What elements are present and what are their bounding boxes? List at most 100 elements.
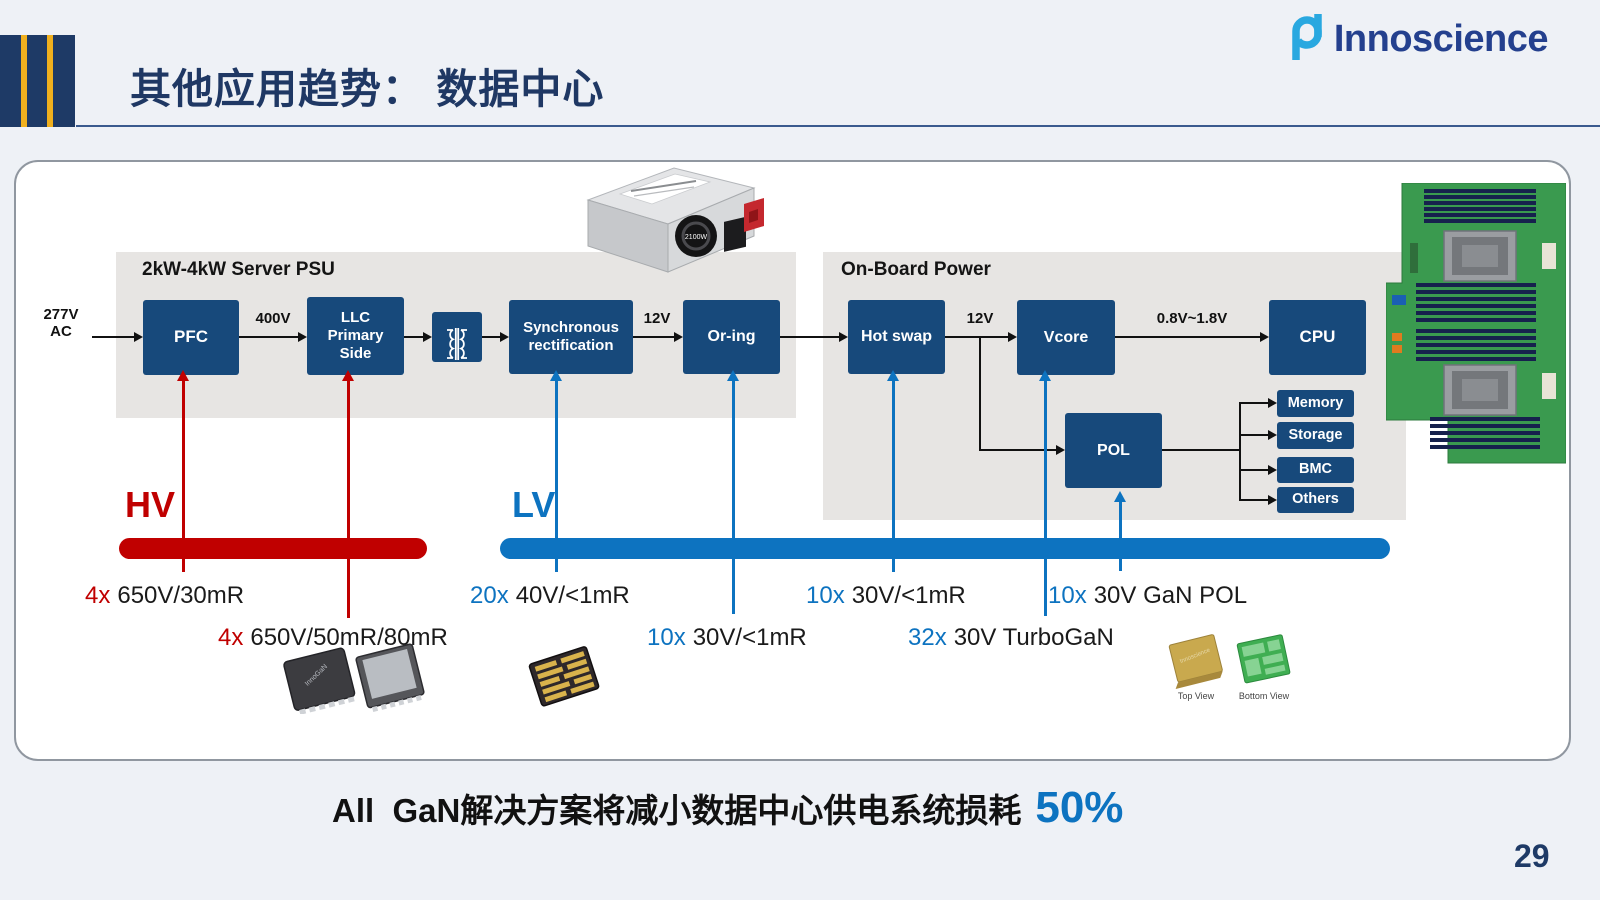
- callout-text: 30V/<1mR: [692, 624, 807, 651]
- innoscience-logo-icon: [1288, 12, 1328, 67]
- callout-prefix: 10x: [806, 582, 845, 609]
- arrowhead-icon: [1260, 332, 1269, 342]
- block-pol: POL: [1065, 413, 1162, 488]
- flow-line: [633, 336, 674, 338]
- flow-line: [1162, 449, 1240, 451]
- callout-lv-pol: 10x 30V GaN POL: [1048, 582, 1247, 610]
- arrowhead-icon: [298, 332, 307, 342]
- callout-lv-hotswap: 10x 30V/<1mR: [806, 582, 966, 610]
- arrowhead-icon: [1268, 465, 1277, 475]
- flow-line: [1115, 336, 1260, 338]
- arrowhead-icon: [674, 332, 683, 342]
- block-vcore: Vcore: [1017, 300, 1115, 375]
- lv-pointer-line: [732, 380, 735, 614]
- flow-line: [979, 337, 981, 450]
- lv-rail-label: LV: [512, 484, 556, 525]
- callout-hv-pfc: 4x 650V/30mR: [85, 582, 244, 610]
- hv-chips-photo: InnoGaN: [268, 638, 438, 719]
- arrowhead-icon: [1268, 430, 1277, 440]
- callout-prefix: 32x: [908, 624, 947, 651]
- flow-line: [780, 336, 839, 338]
- ac-input-label: 277V AC: [43, 306, 79, 340]
- logo-text: Innoscience: [1333, 18, 1549, 60]
- callout-prefix: 4x: [218, 624, 244, 651]
- arrowhead-icon: [177, 370, 189, 381]
- flow-line: [945, 336, 1008, 338]
- arrowhead-icon: [839, 332, 848, 342]
- arrowhead-icon: [887, 370, 899, 381]
- callout-prefix: 10x: [647, 624, 686, 651]
- callout-text: 30V/<1mR: [851, 582, 966, 609]
- callout-lv-sync: 20x 40V/<1mR: [470, 582, 630, 610]
- block-sync-rect: Synchronous rectification: [509, 300, 633, 374]
- title-accent-bars: [0, 35, 75, 127]
- lv-pointer-line: [1119, 501, 1122, 571]
- server-psu-photo: 2100W: [576, 160, 768, 283]
- flow-line: [92, 336, 134, 338]
- psu-wattage-label: 2100W: [685, 234, 708, 241]
- block-memory: Memory: [1277, 390, 1354, 417]
- gan-pol-views-card: Innoscience Top View Bottom View: [1157, 627, 1299, 707]
- summary-caption: All GaN解决方案将减小数据中心供电系统损耗: [332, 792, 1022, 829]
- block-oring: Or-ing: [683, 300, 780, 374]
- flow-line: [239, 336, 298, 338]
- label-400v: 400V: [255, 310, 291, 327]
- callout-prefix: 10x: [1048, 582, 1087, 609]
- lv-pointer-line: [892, 380, 895, 572]
- arrowhead-icon: [1008, 332, 1017, 342]
- block-pfc: PFC: [143, 300, 239, 375]
- arrowhead-icon: [727, 370, 739, 381]
- arrowhead-icon: [1268, 495, 1277, 505]
- arrowhead-icon: [1114, 491, 1126, 502]
- lv-chip-photo: [518, 642, 612, 715]
- block-others: Others: [1277, 487, 1354, 513]
- arrowhead-icon: [550, 370, 562, 381]
- block-bmc: BMC: [1277, 457, 1354, 483]
- flow-line: [1240, 499, 1268, 501]
- arrowhead-icon: [134, 332, 143, 342]
- hv-pointer-line: [182, 380, 185, 572]
- callout-text: 650V/50mR/80mR: [250, 624, 448, 651]
- callout-text: 40V/<1mR: [515, 582, 630, 609]
- block-storage: Storage: [1277, 422, 1354, 449]
- flow-line: [1240, 434, 1268, 436]
- header-divider: [76, 125, 1600, 127]
- arrowhead-icon: [423, 332, 432, 342]
- callout-prefix: 20x: [470, 582, 509, 609]
- flow-line: [482, 336, 500, 338]
- hv-rail-bar: [119, 538, 427, 559]
- flow-line: [1240, 402, 1268, 404]
- hv-pointer-line: [347, 380, 350, 618]
- callout-prefix: 4x: [85, 582, 111, 609]
- summary-line: All GaN解决方案将减小数据中心供电系统损耗 50%: [332, 783, 1123, 833]
- flow-line: [1240, 469, 1268, 471]
- block-llc: LLC Primary Side: [307, 297, 404, 375]
- arrowhead-icon: [342, 370, 354, 381]
- callout-lv-oring: 10x 30V/<1mR: [647, 624, 807, 652]
- transformer-icon: [432, 300, 482, 374]
- top-view-label: Top View: [1177, 691, 1215, 701]
- callout-hv-llc: 4x 650V/50mR/80mR: [218, 624, 448, 652]
- callout-text: 30V TurboGaN: [953, 624, 1114, 651]
- block-transformer: [432, 312, 482, 362]
- label-12v-board: 12V: [966, 310, 994, 327]
- label-12v-psu: 12V: [643, 310, 671, 327]
- page-title: 其他应用趋势： 数据中心: [130, 66, 605, 112]
- lv-pointer-line: [1044, 380, 1047, 616]
- callout-lv-vcore: 32x 30V TurboGaN: [908, 624, 1114, 652]
- arrowhead-icon: [1039, 370, 1051, 381]
- lv-pointer-line: [555, 380, 558, 572]
- arrowhead-icon: [1056, 445, 1065, 455]
- callout-text: 30V GaN POL: [1093, 582, 1248, 609]
- hv-rail-label: HV: [125, 484, 176, 525]
- flow-line: [404, 336, 423, 338]
- psu-section-title: 2kW-4kW Server PSU: [142, 259, 335, 280]
- label-vcore-cpu: 0.8V~1.8V: [1156, 310, 1228, 327]
- block-cpu: CPU: [1269, 300, 1366, 375]
- summary-highlight: 50%: [1035, 783, 1124, 832]
- company-logo: Innoscience: [1288, 12, 1549, 67]
- callout-text: 650V/30mR: [117, 582, 245, 609]
- onboard-section-title: On-Board Power: [841, 259, 991, 280]
- block-hotswap: Hot swap: [848, 300, 945, 374]
